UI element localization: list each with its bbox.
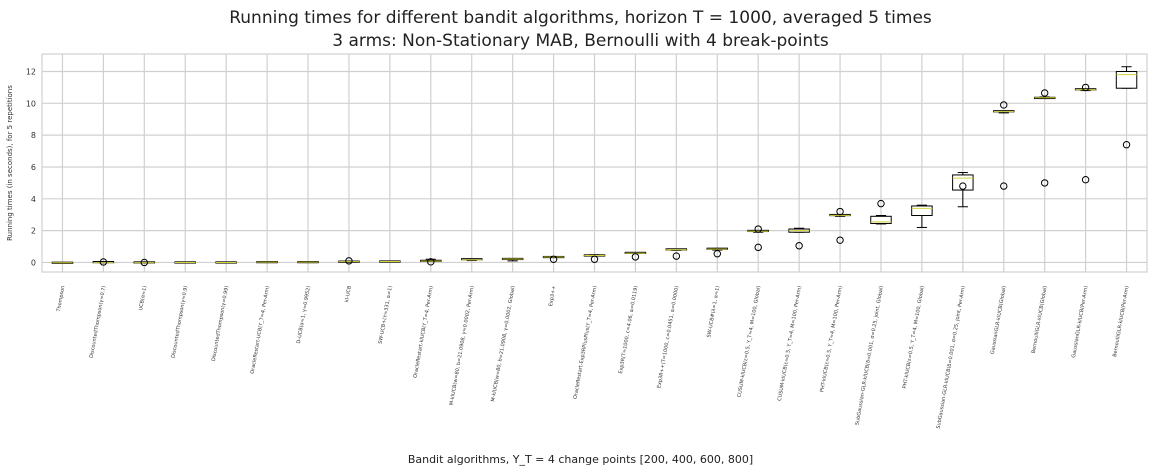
flier-point [345,257,353,265]
x-tick-label: Exp3++ [548,285,558,307]
flier-point [590,255,599,263]
x-tick-label: D-UCB(α=1, γ=0.9952) [296,285,312,344]
flier-point [1000,101,1008,109]
x-tick-label: kl-UCB [344,285,353,303]
box-plot-10 [420,258,442,266]
x-tick-label: CUSUM-klUCB(ε=0.5, Υ_T=4, M=100, Global) [737,285,763,398]
y-tick-label: 12 [26,68,36,77]
box-body [1115,71,1138,89]
y-axis-label: Running times (in seconds), for 5 repeti… [6,85,14,241]
box-plot-2 [92,258,115,266]
flier-point [427,258,435,266]
box-plot-14 [583,254,606,263]
x-tick-label: CUSUM-klUCB(ε=0.5, Υ_T=4, M=100, Per-Arm… [777,285,803,401]
chart-subtitle: 3 arms: Non-Stationary MAB, Bernoulli wi… [332,31,829,51]
x-tick-label: PHT-klUCB(ε=0.5, Υ_T=4, M=100, Per-Arm) [819,285,844,392]
flier-point [877,199,885,208]
box-plot-20 [829,207,851,244]
box-plot-9 [379,260,401,263]
x-tick-label: SubGaussian-GLR-klUCB(δ=0.001, σ=0.25, j… [936,285,967,429]
flier-point [836,236,844,244]
box-layer [51,66,1138,267]
box-plot-24 [993,101,1015,190]
box-plot-4 [174,261,196,264]
flier-point [754,243,762,252]
x-tick-label: SW-UCB+(τ=331, α=1) [378,285,394,344]
box-plot-3 [133,258,156,267]
x-tick-label: BernoulliGLR-klUCB(Global) [1031,285,1049,354]
y-tick-label: 0 [31,258,36,267]
flier-point [836,207,844,216]
box-plot-7 [297,261,319,264]
x-tick-label: BernoulliGLR-klUCB(Per-Arm) [1112,285,1130,357]
box-body [911,205,933,217]
box-plot-25 [1033,89,1056,187]
flier-point [99,258,108,266]
x-tick-label: UCB(α=1) [138,285,148,311]
box-plot-11 [460,258,483,262]
box-plot-21 [870,199,892,225]
chart-title: Running times for different bandit algor… [229,8,932,28]
box-plot-27 [1115,66,1138,149]
box-plot-19 [788,227,810,250]
x-tick-label: SW-UCB#(λ=1, α=1) [706,285,721,338]
box-plot-26 [1074,83,1097,184]
box-body [870,215,892,224]
x-axis-label: Bandit algorithms, Υ_T = 4 change points… [407,453,754,466]
flier-point [754,225,762,233]
x-tick-label: SubGaussian-GLR-klUCB(δ=0.001, σ=0.25, j… [854,285,884,425]
grid-layer [42,54,1147,272]
flier-point [1040,89,1049,97]
x-tick-label: Exp3R++(T=1000, c=0.0451, α=0.0000) [656,285,680,388]
box-plot-6 [256,261,278,264]
flier-point [672,252,681,260]
box-plot-13 [542,255,565,263]
label-layer: 0 2 4 6 8 10 12 Thompson DiscountedThompson(γ=0.… [26,68,1131,430]
box-plot-8 [338,257,360,265]
box-plot-5 [215,261,237,264]
box-plot-12 [501,257,524,262]
y-tick-label: 2 [31,227,36,236]
y-tick-label: 8 [31,131,36,140]
x-tick-label: M-klUCB(w=80, b=21.0908, γ=0.0002, Per-A… [449,285,476,406]
box-plot-1 [51,261,74,264]
x-tick-label: Thompson [56,285,67,313]
y-tick-label: 10 [26,99,36,108]
y-tick-label: 6 [31,163,36,172]
flier-point [713,250,721,258]
x-tick-label: OracleRestart-klUCB(Υ_T=4, Per-Arm) [413,285,435,378]
x-tick-label: M-klUCB(w=80, b=21.0908, γ=0.0002, Globa… [490,285,516,402]
x-tick-label: OracleRestart-UCB(Υ_T=4, Per-Arm) [250,285,271,374]
flier-point [549,255,558,263]
flier-point [1000,182,1008,190]
box-plot-17 [706,247,729,258]
x-tick-label: GaussianGLR-klUCB(Per-Arm) [1071,285,1090,358]
flier-point [1081,176,1090,184]
x-tick-label: DiscountedThompson(γ=0.9) [171,285,190,358]
flier-point [1122,141,1131,149]
x-tick-label: DiscountedThompson(γ=0.99) [211,285,230,361]
y-tick-label: 4 [31,195,36,204]
x-tick-label: Exp3R(T=1000, c=4.06, α=0.0119) [618,285,639,374]
flier-point [959,182,967,190]
x-tick-label: OracleRestart-Exp3RPlusPlus(Υ_T=4, Per-A… [573,285,599,399]
box-plot-22 [911,204,933,228]
plot-frame [41,53,1148,273]
flier-point [140,258,149,267]
flier-point [1081,83,1090,92]
box-plot-16 [665,248,688,260]
flier-point [631,253,640,261]
flier-point [1040,179,1049,187]
box-plot-23 [952,172,974,208]
flier-point [795,242,803,250]
x-tick-label: GaussianGLR-klUCB(Global) [990,285,1008,354]
box-plot-15 [624,251,647,261]
box-plot-18 [747,225,769,252]
x-tick-label: PHT-klUCB(ε=0.5, Υ_T=4, M=100, Global) [902,285,926,389]
x-tick-label: DiscountedThompson(γ=0.7) [89,285,108,358]
